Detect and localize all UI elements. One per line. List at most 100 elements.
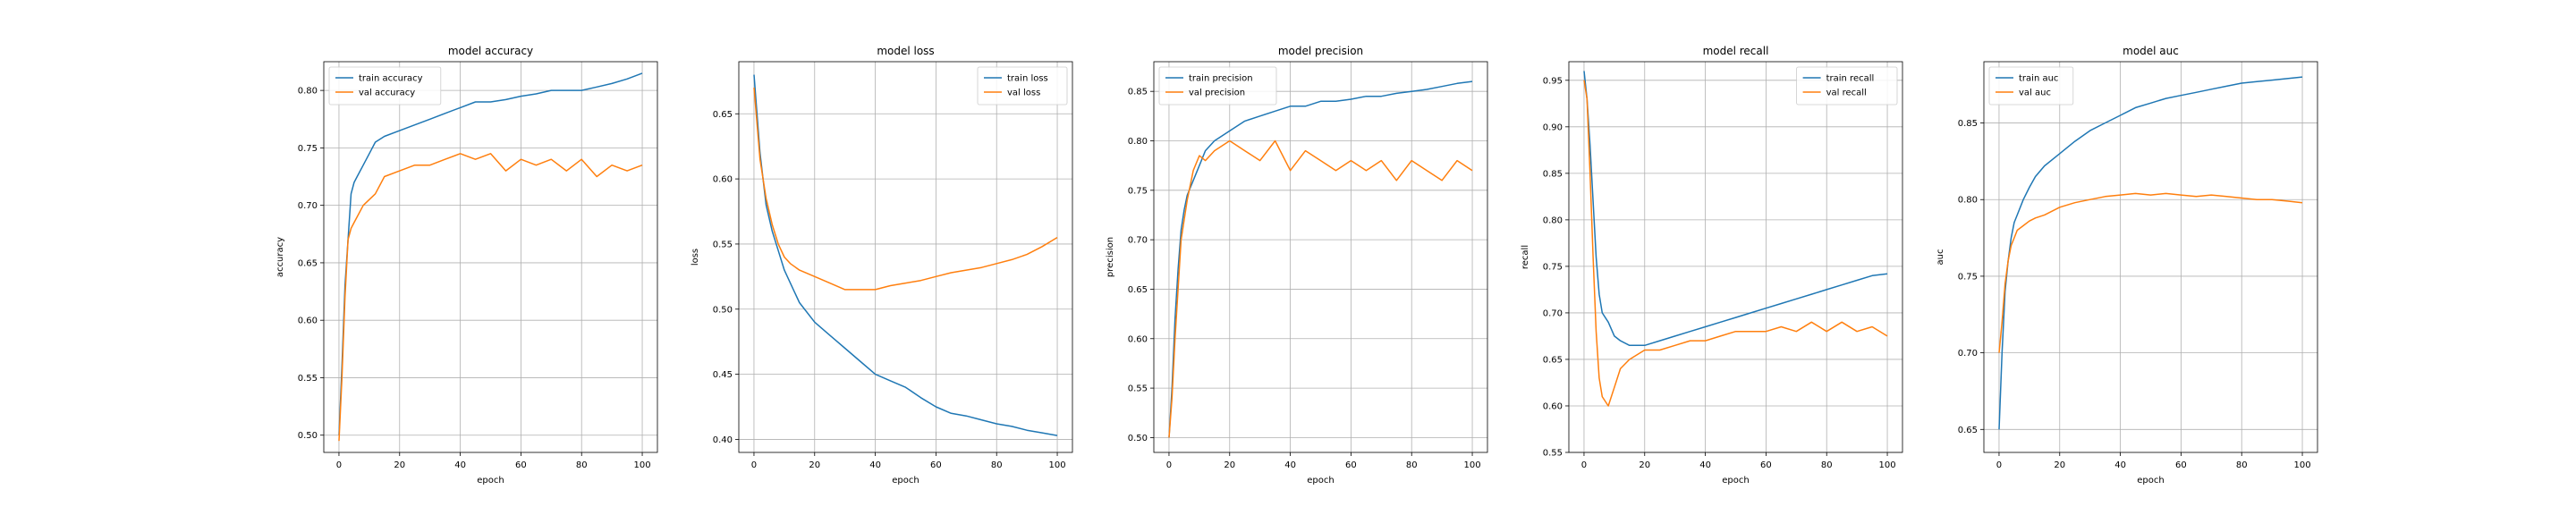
x-tick-label: 80 <box>1406 460 1418 470</box>
y-tick-label: 0.95 <box>1543 76 1563 86</box>
series-line-1 <box>338 153 643 442</box>
series-line-1 <box>1168 139 1473 438</box>
x-tick-label: 0 <box>751 460 757 470</box>
y-tick-label: 0.75 <box>1958 272 1978 282</box>
x-tick-label: 0 <box>1996 460 2002 470</box>
legend-label-1: val auc <box>2019 89 2051 98</box>
legend: train recall val recall <box>1796 66 1898 106</box>
legend-label-1: val loss <box>1007 89 1040 98</box>
x-tick-label: 20 <box>394 460 405 470</box>
y-tick-label: 0.50 <box>298 431 318 441</box>
x-axis-label: epoch <box>1722 476 1749 485</box>
legend-box <box>328 66 442 106</box>
x-tick-label: 20 <box>1639 460 1650 470</box>
legend-label-0: train auc <box>2019 74 2058 84</box>
y-tick-label: 0.75 <box>1543 262 1563 272</box>
y-tick-label: 0.80 <box>1543 215 1563 225</box>
x-tick-label: 0 <box>336 460 342 470</box>
plot-area <box>1154 62 1487 452</box>
y-tick-label: 0.75 <box>298 144 318 154</box>
x-tick-label: 60 <box>1345 460 1357 470</box>
legend-box <box>1158 66 1277 106</box>
y-tick-label: 0.60 <box>1543 401 1563 411</box>
x-tick-label: 60 <box>2175 460 2187 470</box>
x-tick-label: 20 <box>2054 460 2065 470</box>
x-tick-label: 40 <box>2114 460 2126 470</box>
y-tick-label: 0.65 <box>1128 285 1148 295</box>
x-tick-label: 80 <box>991 460 1003 470</box>
legend: train auc val auc <box>1988 66 2074 106</box>
legend-label-1: val accuracy <box>359 89 415 98</box>
y-tick-label: 0.65 <box>1958 426 1978 435</box>
x-axis-label: epoch <box>2137 476 2164 485</box>
y-tick-label: 0.65 <box>1543 355 1563 365</box>
y-axis-label: precision <box>1106 237 1115 277</box>
x-tick-label: 0 <box>1166 460 1172 470</box>
y-tick-label: 0.70 <box>298 201 318 211</box>
x-tick-label: 20 <box>809 460 820 470</box>
chart-title: model auc <box>2123 45 2179 57</box>
legend: train accuracy val accuracy <box>328 66 442 106</box>
plot-frame <box>1568 61 1903 453</box>
chart-2: 0 20 40 60 80 100 0.50 0.55 0.60 0.65 0.70 0.75 0.80… <box>1106 45 1488 485</box>
y-tick-label: 0.85 <box>1128 88 1148 97</box>
chart-0: 0 20 40 60 80 100 0.50 0.55 0.60 0.65 0.70 0.75 0.80… <box>275 45 658 485</box>
chart-title: model accuracy <box>448 45 533 57</box>
plot-frame <box>323 61 658 453</box>
y-tick-label: 0.70 <box>1958 349 1978 359</box>
series-line-0 <box>1998 76 2303 430</box>
x-tick-label: 100 <box>2293 460 2310 470</box>
y-tick-label: 0.60 <box>713 175 733 185</box>
y-axis-label: accuracy <box>275 237 285 277</box>
x-tick-label: 80 <box>576 460 588 470</box>
legend-box <box>1796 66 1898 106</box>
legend: train precision val precision <box>1158 66 1277 106</box>
chart-3: 0 20 40 60 80 100 0.55 0.60 0.65 0.70 0.75 0.80 0.85… <box>1521 45 1903 485</box>
chart-title: model loss <box>877 45 934 57</box>
y-tick-label: 0.70 <box>1128 236 1148 246</box>
x-tick-label: 100 <box>633 460 650 470</box>
plot-area <box>1569 62 1902 452</box>
legend-label-0: train accuracy <box>359 74 423 84</box>
legend-label-1: val recall <box>1826 89 1867 98</box>
y-tick-label: 0.65 <box>298 258 318 268</box>
x-tick-label: 60 <box>515 460 527 470</box>
y-tick-label: 0.40 <box>713 435 733 445</box>
y-axis-label: auc <box>1936 249 1945 266</box>
y-tick-label: 0.65 <box>713 110 733 120</box>
x-tick-label: 60 <box>930 460 942 470</box>
y-axis-label: recall <box>1521 245 1530 269</box>
x-tick-label: 100 <box>1048 460 1065 470</box>
legend: train loss val loss <box>977 66 1068 106</box>
plot-area <box>739 62 1072 452</box>
series-line-0 <box>1168 80 1473 438</box>
series-line-0 <box>753 74 1058 436</box>
y-tick-label: 0.80 <box>1128 137 1148 147</box>
y-tick-label: 0.50 <box>713 305 733 315</box>
y-tick-label: 0.80 <box>1958 196 1978 206</box>
y-tick-label: 0.50 <box>1128 434 1148 443</box>
legend-box <box>1988 66 2074 106</box>
plot-area <box>324 62 657 452</box>
legend-label-0: train loss <box>1007 74 1048 84</box>
series-line-0 <box>1583 71 1888 347</box>
x-tick-label: 20 <box>1224 460 1235 470</box>
x-axis-label: epoch <box>1307 476 1334 485</box>
series-line-0 <box>338 72 643 435</box>
y-tick-label: 0.45 <box>713 370 733 380</box>
series-line-1 <box>1583 80 1888 407</box>
y-tick-label: 0.55 <box>1543 449 1563 459</box>
legend-label-0: train recall <box>1826 74 1875 84</box>
x-tick-label: 40 <box>1699 460 1711 470</box>
series-line-1 <box>1998 192 2303 353</box>
y-tick-label: 0.80 <box>298 87 318 97</box>
x-tick-label: 100 <box>1878 460 1895 470</box>
chart-title: model precision <box>1278 45 1363 57</box>
legend-label-1: val precision <box>1189 89 1245 98</box>
x-tick-label: 80 <box>1821 460 1833 470</box>
plot-frame <box>738 61 1073 453</box>
y-tick-label: 0.85 <box>1543 169 1563 179</box>
x-tick-label: 100 <box>1463 460 1480 470</box>
x-tick-label: 40 <box>869 460 881 470</box>
